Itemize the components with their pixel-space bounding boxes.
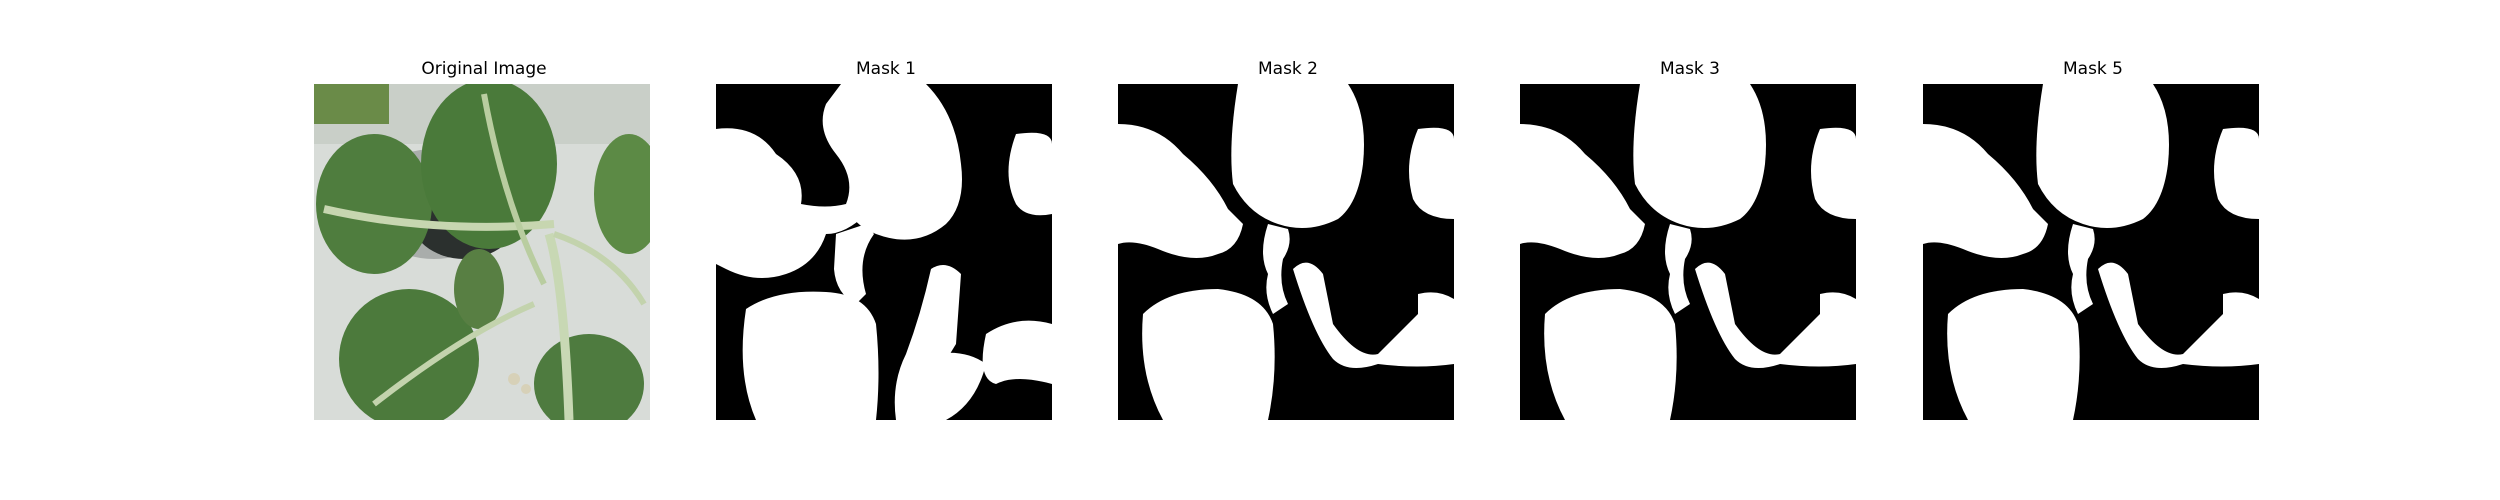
- mask-3-panel: Mask 3: [1520, 0, 1860, 500]
- original-image-panel: Original Image: [314, 0, 654, 500]
- mask-2-image: [1118, 84, 1454, 420]
- mask-2-panel: Mask 2: [1118, 0, 1458, 500]
- mask-1-panel: Mask 1: [716, 0, 1056, 500]
- panel-title: Mask 3: [1659, 59, 1720, 79]
- panel-title: Mask 2: [1257, 59, 1318, 79]
- plant-photo: [314, 84, 650, 420]
- mask-5-panel: Mask 5: [1923, 0, 2263, 500]
- panel-title: Mask 5: [2062, 59, 2123, 79]
- mask-3-image: [1520, 84, 1856, 420]
- panel-title: Original Image: [421, 59, 547, 79]
- panel-title: Mask 1: [855, 59, 916, 79]
- mask-5-image: [1923, 84, 2259, 420]
- mask-1-image: [716, 84, 1052, 420]
